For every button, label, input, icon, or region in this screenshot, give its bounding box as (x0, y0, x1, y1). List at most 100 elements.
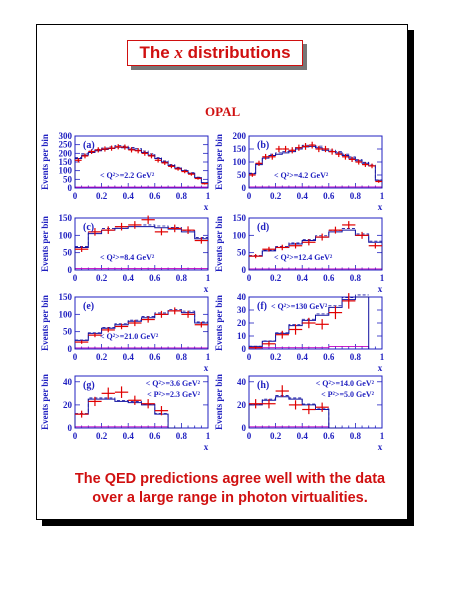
panel-label: (c) (83, 222, 94, 233)
panel-label: (h) (257, 380, 269, 391)
y-tick-label: 100 (59, 166, 73, 176)
mc-dashed-histogram (249, 395, 343, 429)
x-tick-label: 0.8 (176, 191, 188, 201)
panel-e: 0 50 100 150 0 0.2 0.4 0.6 0.8 1x Events per bin (e… (40, 292, 211, 373)
slide (36, 24, 408, 520)
x-tick-label: 0 (247, 273, 252, 283)
panel-label: (d) (257, 222, 269, 233)
x-tick-label: 1 (206, 191, 211, 201)
x-tick-label: 0.8 (350, 191, 362, 201)
y-tick-label: 150 (59, 292, 73, 302)
y-tick-label: 0 (242, 183, 247, 193)
x-tick-label: 0.2 (270, 273, 282, 283)
title-variable: x (174, 43, 183, 62)
panel-label: (f) (257, 301, 267, 312)
x-tick-label: 0 (247, 191, 252, 201)
x-tick-label: 0 (73, 431, 78, 441)
y-axis-label: Events per bin (214, 134, 224, 190)
y-tick-label: 20 (237, 400, 247, 410)
x-tick-label: 0.4 (123, 273, 135, 283)
y-tick-label: 300 (59, 131, 73, 141)
x-tick-label: 0.8 (176, 273, 188, 283)
y-tick-label: 10 (237, 331, 247, 341)
y-tick-label: 50 (63, 327, 73, 337)
title-prefix: The (139, 43, 175, 62)
panel-annotation: < Q²>=130 GeV² (271, 302, 328, 311)
y-tick-label: 0 (68, 423, 73, 433)
title-suffix: distributions (182, 43, 291, 62)
y-tick-label: 40 (63, 377, 73, 387)
x-tick-label: 0.6 (149, 431, 161, 441)
x-tick-label: 0.4 (123, 352, 135, 362)
x-tick-label: 0 (73, 352, 78, 362)
x-tick-label: 0.4 (123, 431, 135, 441)
x-tick-label: 0.6 (323, 273, 335, 283)
panel-annotation: < Q²>=12.4 GeV² (274, 253, 333, 262)
y-tick-label: 150 (233, 213, 247, 223)
x-tick-label: 0.6 (149, 352, 161, 362)
x-tick-label: 0.6 (323, 352, 335, 362)
panel-annotation: < Q²>=8.4 GeV² (100, 253, 155, 262)
y-tick-label: 40 (237, 377, 247, 387)
panel-label: (a) (83, 140, 95, 151)
y-tick-label: 100 (59, 230, 73, 240)
x-tick-label: 0.2 (270, 431, 282, 441)
y-tick-label: 30 (237, 305, 247, 315)
panel-c: 0 50 100 150 0 0.2 0.4 0.6 0.8 1x Events per bin (c… (40, 213, 211, 294)
x-axis-label: x (204, 363, 209, 373)
x-tick-label: 0.2 (96, 431, 108, 441)
x-tick-label: 0.8 (176, 352, 188, 362)
x-tick-label: 0.8 (350, 431, 362, 441)
panel-label: (e) (83, 301, 94, 312)
y-axis-label: Events per bin (40, 374, 50, 430)
plot-frame (74, 217, 209, 271)
x-tick-label: 1 (380, 191, 385, 201)
y-axis-label: Events per bin (40, 295, 50, 351)
panel-d: 0 50 100 150 0 0.2 0.4 0.6 0.8 1x Events per bin (d… (214, 213, 385, 294)
x-tick-label: 0.8 (176, 431, 188, 441)
x-tick-label: 1 (380, 273, 385, 283)
y-axis-label: Events per bin (214, 216, 224, 272)
y-tick-label: 100 (59, 309, 73, 319)
y-tick-label: 50 (63, 174, 73, 184)
x-tick-label: 0.4 (123, 191, 135, 201)
panel-annotation: < P²>=2.3 GeV² (147, 390, 201, 399)
panel-annotation: < Q²>=4.2 GeV² (274, 171, 329, 180)
x-tick-label: 1 (206, 273, 211, 283)
x-tick-label: 0.2 (270, 191, 282, 201)
experiment-label: OPAL (205, 104, 241, 119)
y-tick-label: 50 (237, 170, 247, 180)
x-axis-label: x (204, 202, 209, 212)
y-tick-label: 200 (59, 148, 73, 158)
mc-histogram (248, 145, 383, 188)
x-tick-label: 1 (380, 431, 385, 441)
y-axis-label: Events per bin (214, 295, 224, 351)
x-tick-label: 0 (247, 431, 252, 441)
y-tick-label: 0 (242, 344, 247, 354)
x-tick-label: 0.2 (270, 352, 282, 362)
caption-line-2: over a large range in photon virtualitie… (92, 490, 368, 506)
y-tick-label: 150 (233, 144, 247, 154)
y-axis-label: Events per bin (40, 216, 50, 272)
x-tick-label: 0.2 (96, 352, 108, 362)
x-tick-label: 1 (380, 352, 385, 362)
x-tick-label: 0.6 (323, 191, 335, 201)
y-tick-label: 0 (242, 265, 247, 275)
y-tick-label: 0 (68, 265, 73, 275)
y-tick-label: 40 (237, 292, 247, 302)
plot-frame (74, 135, 209, 189)
y-tick-label: 0 (68, 183, 73, 193)
panel-b: 0 50 100 150 200 0 0.2 0.4 0.6 0.8 1x Events per bi… (214, 131, 385, 212)
x-axis-label: x (378, 202, 383, 212)
panel-label: (b) (257, 140, 269, 151)
y-tick-label: 20 (63, 400, 73, 410)
background-histogram (249, 345, 369, 349)
x-axis-label: x (204, 284, 209, 294)
y-tick-label: 150 (59, 157, 73, 167)
panel-annotation: < Q²>=3.6 GeV² (146, 379, 201, 388)
y-tick-label: 20 (237, 318, 247, 328)
caption: The QED predictions agree well with the … (40, 470, 420, 508)
panel-g: 0 20 40 0 0.2 0.4 0.6 0.8 1x Events per bin (g) < Q… (40, 374, 211, 452)
